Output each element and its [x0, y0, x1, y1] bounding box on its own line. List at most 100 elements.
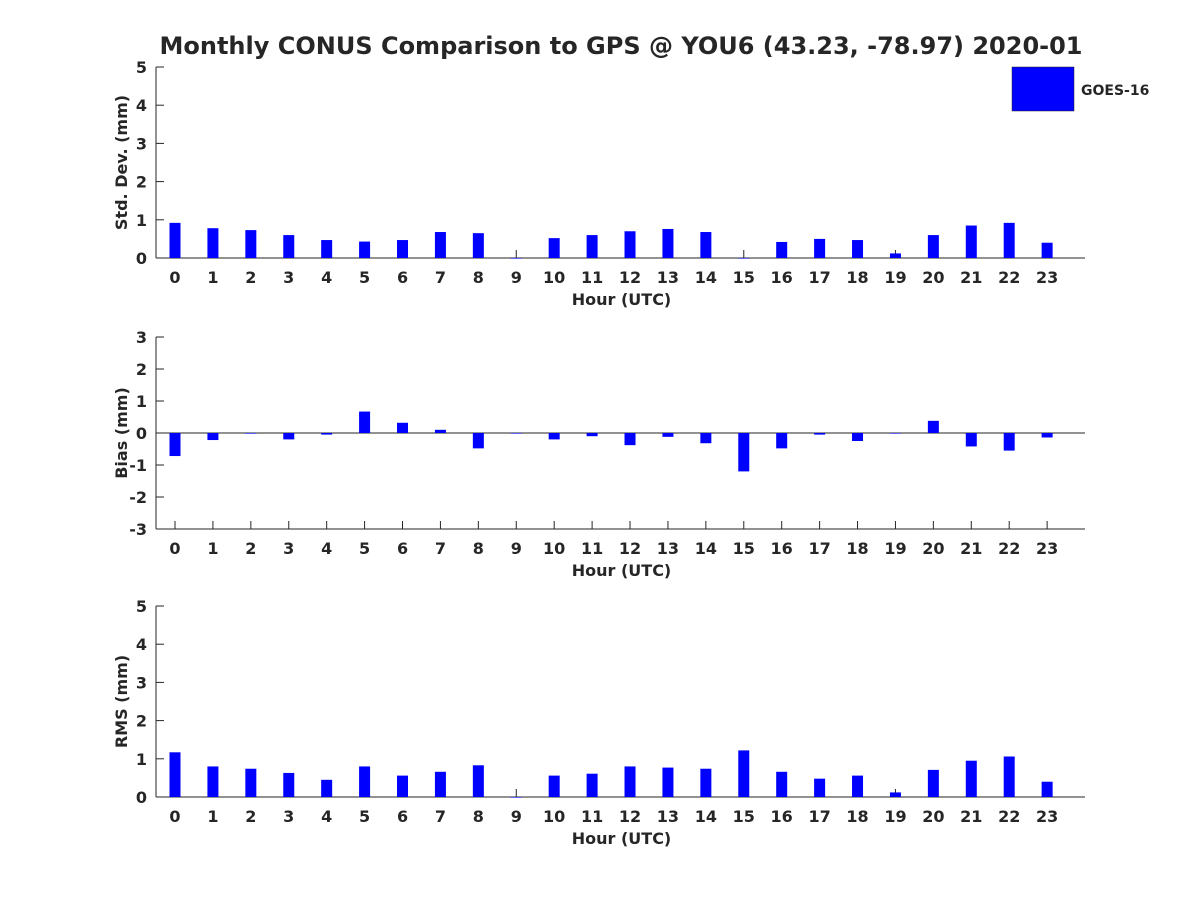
bar-hour-2	[245, 768, 257, 797]
x-tick-label: 12	[619, 807, 641, 826]
bar-hour-10	[548, 433, 560, 440]
y-tick-label: 1	[136, 750, 147, 769]
x-tick-label: 15	[733, 539, 755, 558]
bar-hour-3	[283, 235, 295, 258]
bar-hour-14	[700, 768, 712, 797]
x-tick-label: 15	[733, 807, 755, 826]
bar-hour-22	[1003, 222, 1015, 258]
bar-hour-13	[662, 767, 674, 797]
x-tick-label: 2	[245, 539, 256, 558]
x-tick-label: 3	[283, 539, 294, 558]
x-tick-label: 20	[922, 268, 944, 287]
x-tick-label: 11	[581, 539, 603, 558]
x-tick-label: 23	[1036, 268, 1058, 287]
bar-hour-17	[814, 238, 826, 258]
bar-hour-19	[889, 792, 901, 797]
bar-hour-16	[776, 241, 788, 258]
bar-hour-2	[245, 433, 257, 434]
bar-hour-22	[1003, 756, 1015, 797]
y-tick-label: 0	[136, 788, 147, 807]
bar-hour-7	[434, 429, 446, 433]
x-tick-label: 21	[960, 807, 982, 826]
bar-hour-4	[321, 433, 333, 435]
x-tick-label: 14	[695, 539, 717, 558]
x-axis-label: Hour (UTC)	[572, 829, 672, 848]
bar-hour-15	[738, 258, 750, 259]
x-tick-label: 0	[169, 539, 180, 558]
x-tick-label: 6	[397, 539, 408, 558]
x-tick-label: 18	[846, 539, 868, 558]
bar-hour-8	[472, 233, 484, 258]
y-tick-label: 2	[136, 173, 147, 192]
y-tick-label: 0	[136, 424, 147, 443]
bar-hour-7	[434, 232, 446, 258]
bar-hour-15	[738, 433, 750, 472]
bar-hour-18	[852, 433, 864, 441]
x-tick-label: 17	[808, 268, 830, 287]
bar-hour-10	[548, 775, 560, 797]
x-tick-label: 11	[581, 268, 603, 287]
x-tick-label: 1	[207, 807, 218, 826]
bar-hour-21	[965, 225, 977, 258]
bar-hour-20	[927, 769, 939, 797]
x-tick-label: 19	[884, 539, 906, 558]
x-tick-label: 1	[207, 268, 218, 287]
bar-hour-5	[359, 411, 371, 433]
bar-hour-22	[1003, 433, 1015, 451]
bar-hour-9	[510, 433, 522, 434]
x-tick-label: 22	[998, 807, 1020, 826]
x-tick-label: 8	[473, 539, 484, 558]
x-tick-label: 5	[359, 539, 370, 558]
bar-hour-12	[624, 433, 636, 446]
x-tick-label: 14	[695, 268, 717, 287]
bar-hour-0	[169, 222, 181, 258]
x-tick-label: 9	[511, 268, 522, 287]
bar-hour-11	[586, 433, 598, 437]
bar-hour-11	[586, 235, 598, 258]
chart-title: Monthly CONUS Comparison to GPS @ YOU6 (…	[159, 32, 1082, 60]
bar-hour-10	[548, 238, 560, 258]
y-tick-label: -1	[129, 456, 147, 475]
bar-hour-19	[889, 253, 901, 258]
x-tick-label: 23	[1036, 807, 1058, 826]
y-axis-label: Bias (mm)	[112, 387, 131, 479]
bar-hour-11	[586, 773, 598, 797]
y-tick-label: 1	[136, 211, 147, 230]
bar-hour-23	[1041, 433, 1053, 438]
bar-hour-13	[662, 433, 674, 437]
bar-hour-18	[852, 775, 864, 797]
bar-hour-8	[472, 433, 484, 449]
x-tick-label: 7	[435, 807, 446, 826]
x-tick-label: 1	[207, 539, 218, 558]
legend-swatch-goes16	[1011, 66, 1075, 112]
y-tick-label: 1	[136, 392, 147, 411]
bar-hour-16	[776, 771, 788, 797]
x-tick-label: 18	[846, 807, 868, 826]
bar-hour-21	[965, 760, 977, 797]
x-tick-label: 6	[397, 807, 408, 826]
x-tick-label: 12	[619, 539, 641, 558]
x-tick-label: 19	[884, 268, 906, 287]
x-tick-label: 22	[998, 268, 1020, 287]
bar-hour-6	[397, 775, 409, 797]
y-tick-label: 4	[136, 96, 147, 115]
legend-label-goes16: GOES-16	[1081, 83, 1149, 99]
y-tick-label: 2	[136, 360, 147, 379]
bar-hour-2	[245, 230, 257, 258]
x-tick-label: 19	[884, 807, 906, 826]
bar-hour-20	[927, 235, 939, 258]
y-tick-label: 4	[136, 635, 147, 654]
bar-hour-15	[738, 750, 750, 797]
x-tick-label: 5	[359, 268, 370, 287]
bar-hour-9	[510, 258, 522, 259]
x-tick-label: 7	[435, 539, 446, 558]
x-tick-label: 20	[922, 539, 944, 558]
bar-hour-9	[510, 797, 522, 798]
x-axis-label: Hour (UTC)	[572, 561, 672, 580]
x-tick-label: 8	[473, 807, 484, 826]
bar-hour-13	[662, 228, 674, 258]
bar-hour-6	[397, 422, 409, 433]
x-tick-label: 23	[1036, 539, 1058, 558]
x-tick-label: 9	[511, 807, 522, 826]
